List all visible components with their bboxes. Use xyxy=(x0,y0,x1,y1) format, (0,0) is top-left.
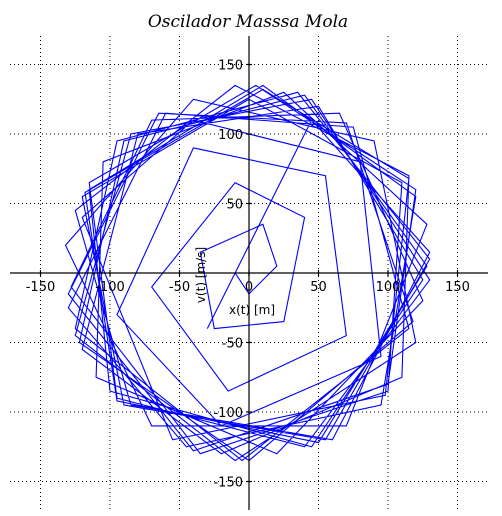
x-tick-label: 50 xyxy=(310,280,327,295)
y-tick-label: -150 xyxy=(213,476,243,491)
chart-title: Oscilador Masssa Mola xyxy=(148,12,348,32)
x-axis-label: x(t) [m] xyxy=(229,303,275,317)
y-tick-label: 100 xyxy=(218,128,243,143)
y-tick-label: 50 xyxy=(226,198,243,213)
x-tick-label: -150 xyxy=(26,280,56,295)
tick-labels: -150 -100 -50 0 50 100 150 -150 -100 -50 50 100 150 xyxy=(26,59,470,491)
y-tick-label: -100 xyxy=(213,406,243,421)
y-tick-label: 150 xyxy=(218,59,243,74)
x-tick-label: 0 xyxy=(245,280,253,295)
x-tick-label: -100 xyxy=(95,280,125,295)
x-tick-label: 100 xyxy=(376,280,401,295)
x-tick-label: 150 xyxy=(445,280,470,295)
series-line xyxy=(64,84,431,462)
series-layer xyxy=(64,84,431,462)
x-tick-label: -50 xyxy=(169,280,190,295)
y-tick-label: -50 xyxy=(222,337,243,352)
y-axis-label: v(t) [m/s] xyxy=(194,247,208,303)
